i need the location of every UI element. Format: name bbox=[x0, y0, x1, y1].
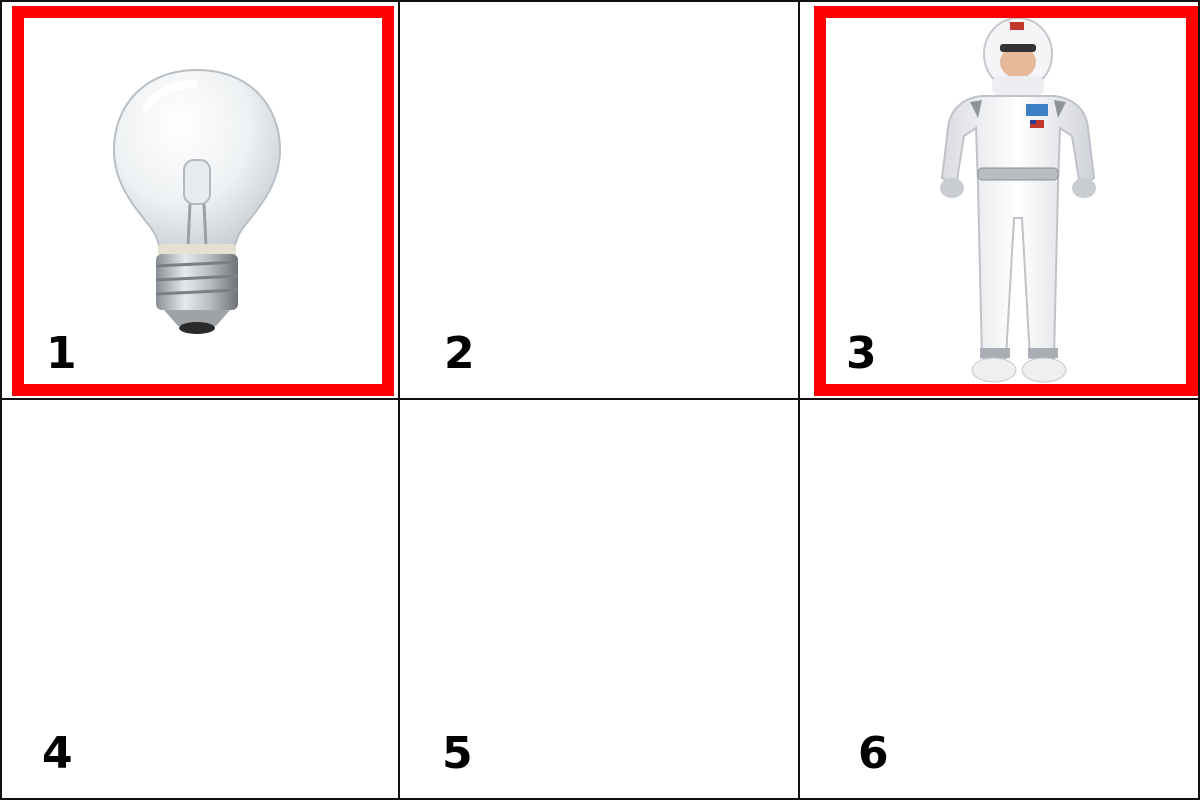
tile-5[interactable]: 5 bbox=[398, 398, 800, 800]
tile-number: 1 bbox=[46, 328, 77, 379]
tile-2[interactable]: 2 bbox=[398, 0, 800, 400]
astronaut-icon bbox=[940, 18, 1096, 383]
tile-number: 5 bbox=[442, 728, 473, 779]
light-bulb-icon bbox=[112, 68, 282, 334]
tile-3[interactable]: 3 bbox=[798, 0, 1200, 400]
tile-4[interactable]: 4 bbox=[0, 398, 400, 800]
tile-number: 6 bbox=[858, 728, 889, 779]
tile-1[interactable]: 1 bbox=[0, 0, 400, 400]
tile-6[interactable]: 6 bbox=[798, 398, 1200, 800]
tile-number: 2 bbox=[444, 328, 475, 379]
tile-number: 4 bbox=[42, 728, 73, 779]
tile-number: 3 bbox=[846, 328, 877, 379]
